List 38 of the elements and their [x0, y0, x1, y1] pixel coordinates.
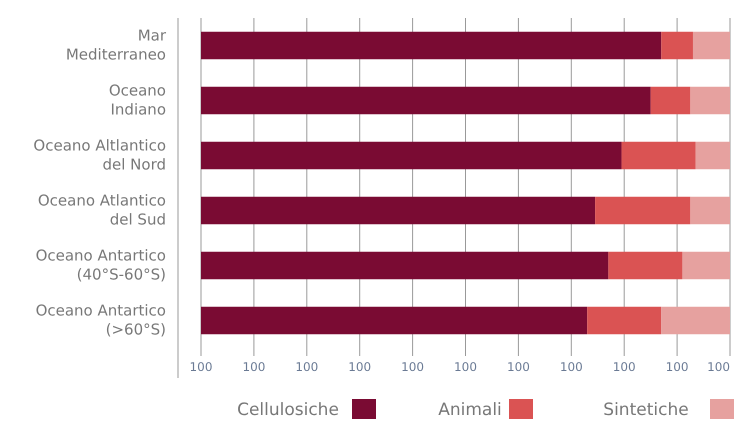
text: 100: [295, 360, 318, 374]
text: 100: [190, 360, 212, 374]
bar: [622, 142, 696, 170]
y-tick-label: Oceano Antartico (40°S-60°S): [36, 246, 166, 284]
text: 100: [707, 360, 730, 374]
bar: [201, 32, 662, 60]
text: 100: [454, 360, 477, 374]
bar: [690, 196, 730, 224]
text: 100: [666, 360, 689, 374]
bar: [608, 252, 682, 280]
bar: [682, 252, 730, 280]
legend-label: Sintetiche: [603, 400, 689, 420]
bar: [661, 32, 693, 60]
bar: [201, 306, 588, 334]
bar: [201, 86, 651, 114]
bar: [692, 32, 730, 60]
bar: [201, 142, 622, 170]
legend-label: Cellulosiche: [237, 400, 339, 420]
y-tick-label: Oceano Altlantico del Nord: [33, 136, 166, 174]
bar: [587, 306, 662, 334]
text: 100: [242, 360, 266, 374]
bar: [650, 86, 690, 114]
legend-label: Animali: [438, 400, 502, 420]
y-tick-label: Mar Mediterraneo: [66, 26, 167, 64]
text: 100: [560, 360, 583, 374]
y-tick-label: Oceano Indiano: [108, 82, 166, 119]
bar: [696, 142, 730, 170]
bar: [690, 86, 730, 114]
bar: [201, 252, 608, 280]
y-tick-label: Oceano Antartico (>60°S): [36, 302, 166, 339]
bar: [201, 196, 596, 224]
text: 100: [612, 360, 636, 374]
bar: [661, 306, 730, 334]
text: 100: [348, 360, 372, 374]
text: 100: [506, 360, 530, 374]
bar: [595, 196, 690, 224]
y-tick-label: Oceano Atlantico del Sud: [38, 192, 166, 229]
text: 100: [401, 360, 424, 374]
